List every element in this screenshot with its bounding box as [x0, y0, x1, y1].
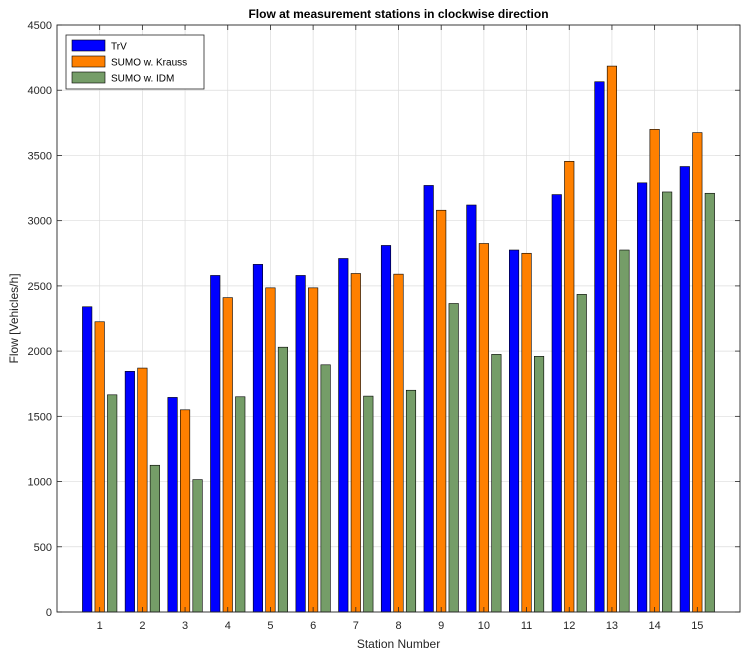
y-tick-label: 2000: [28, 346, 52, 358]
x-tick-label: 11: [521, 620, 532, 632]
bar-1-5: [252, 264, 263, 613]
y-tick-label: 0: [46, 607, 52, 619]
bar-2-3: [180, 409, 191, 613]
x-tick-label: 2: [139, 620, 145, 632]
bar-3-3: [192, 479, 203, 613]
x-tick-label: 4: [225, 620, 231, 632]
bar-3-1: [107, 394, 118, 613]
bar-1-14: [637, 182, 648, 613]
axes-box: [56, 24, 741, 613]
bar-1-13: [594, 81, 605, 613]
x-tick-label: 14: [649, 620, 661, 632]
legend-swatch: [71, 71, 106, 84]
bar-2-14: [649, 129, 660, 613]
bar-1-7: [338, 258, 349, 613]
x-tick-label: 9: [438, 620, 444, 632]
x-tick-label: 15: [691, 620, 703, 632]
legend-swatch: [71, 39, 106, 52]
bar-1-12: [551, 194, 562, 613]
bar-2-13: [606, 65, 617, 613]
bar-1-10: [466, 204, 477, 613]
bar-1-8: [380, 245, 392, 613]
legend-label: SUMO w. IDM: [111, 74, 174, 85]
y-tick-label: 500: [34, 542, 52, 554]
bar-1-11: [509, 249, 520, 613]
bar-3-7: [363, 395, 374, 613]
bar-3-5: [277, 346, 288, 613]
bar-3-14: [662, 191, 673, 613]
x-tick-label: 10: [478, 620, 490, 632]
x-axis-label: Station Number: [357, 637, 440, 651]
bars: [82, 65, 715, 613]
bar-3-4: [235, 396, 246, 613]
chart-title: Flow at measurement stations in clockwis…: [248, 7, 548, 21]
bar-3-12: [576, 294, 587, 613]
y-tick-label: 1500: [28, 411, 52, 423]
y-tick-label: 4000: [28, 85, 52, 97]
legend-swatch: [71, 55, 106, 68]
x-tick-label: 1: [97, 620, 103, 632]
x-tick-label: 7: [353, 620, 359, 632]
bar-2-2: [137, 367, 148, 613]
bar-2-15: [692, 132, 703, 613]
bar-2-10: [478, 243, 489, 613]
bar-1-4: [210, 275, 221, 613]
bar-1-15: [679, 166, 690, 613]
y-tick-label: 1000: [28, 477, 52, 489]
x-tick-label: 12: [563, 620, 575, 632]
bar-2-12: [564, 161, 575, 613]
bar-3-6: [320, 364, 331, 613]
bar-3-8: [405, 389, 417, 613]
x-tick-label: 5: [267, 620, 273, 632]
legend-label: TrV: [111, 42, 127, 53]
bar-2-1: [94, 321, 105, 613]
x-tick-label: 3: [182, 620, 188, 632]
axes: [56, 24, 741, 613]
bar-2-5: [265, 287, 276, 613]
bar-3-10: [491, 354, 502, 613]
x-tick-label: 6: [310, 620, 316, 632]
bar-1-1: [82, 306, 93, 613]
bar-2-6: [308, 287, 319, 613]
bar-2-4: [222, 297, 233, 613]
y-tick-label: 4500: [28, 20, 52, 32]
y-axis-label: Flow [Vehicles/h]: [7, 273, 21, 363]
bar-1-2: [124, 371, 135, 613]
legend: TrV SUMO w. Krauss SUMO w. IDM: [65, 34, 205, 90]
bar-2-11: [521, 252, 532, 613]
x-tick-label: 8: [395, 620, 401, 632]
bar-3-13: [619, 249, 630, 613]
x-tick-label: 13: [606, 620, 618, 632]
bar-2-8: [393, 273, 404, 613]
bar-3-15: [704, 192, 715, 613]
bar-3-9: [448, 303, 459, 613]
bar-3-2: [149, 464, 160, 613]
y-tick-label: 3500: [28, 150, 52, 162]
y-tick-label: 2500: [28, 281, 52, 293]
y-tick-label: 3000: [28, 216, 52, 228]
bar-1-3: [167, 397, 178, 613]
bar-3-11: [534, 356, 545, 613]
bar-1-9: [423, 185, 434, 613]
bar-2-7: [350, 273, 361, 613]
bar-1-6: [295, 275, 306, 613]
legend-label: SUMO w. Krauss: [111, 58, 187, 69]
bar-2-9: [436, 209, 447, 613]
